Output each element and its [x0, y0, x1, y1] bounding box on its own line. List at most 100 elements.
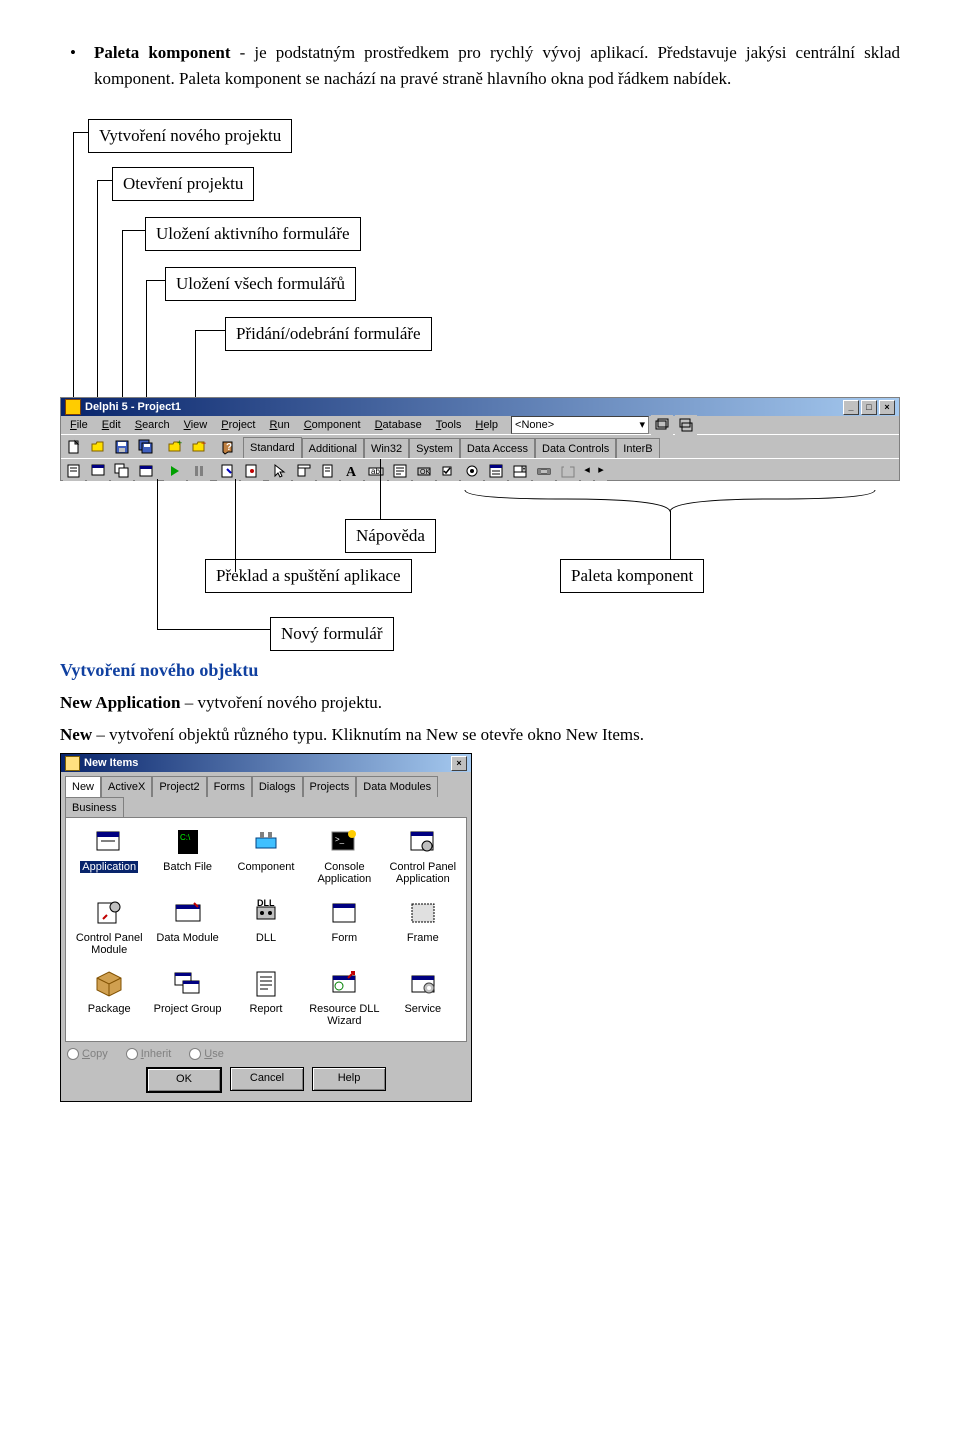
bullet-marker: •: [70, 40, 76, 66]
diagram-area: Vytvoření nového projektu Otevření proje…: [60, 119, 900, 649]
btn-toggle[interactable]: [111, 461, 133, 481]
btn-view-unit[interactable]: [63, 461, 85, 481]
tab-win32[interactable]: Win32: [364, 438, 409, 458]
btn-pause[interactable]: [188, 461, 210, 481]
item-project-group[interactable]: Project Group: [148, 968, 226, 1027]
menu-database[interactable]: Database: [368, 417, 429, 434]
btn-help[interactable]: ?: [217, 437, 239, 457]
item-package[interactable]: Package: [70, 968, 148, 1027]
delphi-window: Delphi 5 - Project1 _ □ × File Edit Sear…: [60, 397, 900, 481]
window-title: Delphi 5 - Project1: [85, 399, 181, 416]
comp-groupbox[interactable]: [557, 461, 579, 481]
comp-listbox[interactable]: [485, 461, 507, 481]
item-component[interactable]: Component: [227, 826, 305, 885]
dlgtab-forms[interactable]: Forms: [207, 776, 252, 797]
item-control-panel-app[interactable]: Control Panel Application: [384, 826, 462, 885]
item-application[interactable]: Application: [70, 826, 148, 885]
tab-interb[interactable]: InterB: [616, 438, 659, 458]
menu-edit[interactable]: Edit: [95, 417, 128, 434]
item-console-app[interactable]: >_ Console Application: [305, 826, 383, 885]
minimize-button[interactable]: _: [843, 400, 859, 415]
item-report[interactable]: Report: [227, 968, 305, 1027]
svg-text:?: ?: [226, 442, 232, 453]
callout-open-project: Otevření projektu: [112, 167, 254, 201]
item-service[interactable]: Service: [384, 968, 462, 1027]
dialog-close-button[interactable]: ×: [451, 756, 467, 771]
item-resource-dll-wizard[interactable]: Resource DLL Wizard: [305, 968, 383, 1027]
btn-save[interactable]: [111, 437, 133, 457]
combo-none[interactable]: <None>▾: [511, 416, 649, 434]
btn-step[interactable]: [241, 461, 263, 481]
component-palette: A ab| OK ◂ ▸: [267, 461, 899, 481]
palette-scroll-left[interactable]: ◂: [581, 461, 593, 481]
cancel-button[interactable]: Cancel: [230, 1067, 304, 1091]
para-new: New – vytvoření objektů různého typu. Kl…: [60, 722, 900, 748]
comp-mainmenu[interactable]: [293, 461, 315, 481]
close-button[interactable]: ×: [879, 400, 895, 415]
menu-help[interactable]: Help: [468, 417, 505, 434]
comp-combobox[interactable]: [509, 461, 531, 481]
btn-run[interactable]: [164, 461, 186, 481]
dlgtab-project2[interactable]: Project2: [152, 776, 206, 797]
radio-copy-label: Copy: [82, 1048, 108, 1060]
menu-component[interactable]: Component: [297, 417, 368, 434]
dlgtab-new[interactable]: New: [65, 776, 101, 797]
item-form[interactable]: Form: [305, 897, 383, 956]
callout-new-form: Nový formulář: [270, 617, 394, 651]
para-new-application: New Application – vytvoření nového proje…: [60, 690, 900, 716]
menu-view[interactable]: View: [177, 417, 215, 434]
item-control-panel-module[interactable]: Control Panel Module: [70, 897, 148, 956]
menu-tools[interactable]: Tools: [429, 417, 469, 434]
callout-save-form: Uložení aktivního formuláře: [145, 217, 361, 251]
tab-system[interactable]: System: [409, 438, 460, 458]
comp-popupmenu[interactable]: [317, 461, 339, 481]
tab-standard[interactable]: Standard: [243, 437, 302, 458]
item-frame[interactable]: Frame: [384, 897, 462, 956]
menu-search[interactable]: Search: [128, 417, 177, 434]
dlgtab-datamodules[interactable]: Data Modules: [356, 776, 438, 797]
item-data-module[interactable]: Data Module: [148, 897, 226, 956]
comp-button[interactable]: OK: [413, 461, 435, 481]
comp-label[interactable]: A: [341, 461, 363, 481]
comp-memo[interactable]: [389, 461, 411, 481]
svg-text:A: A: [346, 465, 357, 479]
btn-trace[interactable]: [217, 461, 239, 481]
menu-project[interactable]: Project: [214, 417, 262, 434]
dlgtab-projects[interactable]: Projects: [303, 776, 357, 797]
comp-pointer[interactable]: [269, 461, 291, 481]
btn-extra1[interactable]: [651, 415, 673, 435]
dlgtab-business[interactable]: Business: [65, 797, 124, 818]
maximize-button[interactable]: □: [861, 400, 877, 415]
dlgtab-dialogs[interactable]: Dialogs: [252, 776, 303, 797]
ok-button[interactable]: OK: [146, 1067, 222, 1093]
radio-use: [189, 1048, 201, 1060]
btn-view-form[interactable]: [87, 461, 109, 481]
btn-remove-file[interactable]: −: [188, 437, 210, 457]
term-paleta: Paleta komponent: [94, 43, 231, 62]
item-dll[interactable]: DLL DLL: [227, 897, 305, 956]
btn-open[interactable]: [87, 437, 109, 457]
new-items-dialog: New Items × New ActiveX Project2 Forms D…: [60, 753, 472, 1102]
comp-edit[interactable]: ab|: [365, 461, 387, 481]
item-batch-file[interactable]: C:\ Batch File: [148, 826, 226, 885]
bullet-text: Paleta komponent - je podstatným prostře…: [94, 40, 900, 91]
dlgtab-activex[interactable]: ActiveX: [101, 776, 152, 797]
comp-scrollbar[interactable]: [533, 461, 555, 481]
menu-run[interactable]: Run: [263, 417, 297, 434]
radio-inherit: [126, 1048, 138, 1060]
tab-data-controls[interactable]: Data Controls: [535, 438, 616, 458]
btn-new[interactable]: [63, 437, 85, 457]
toolbar-row-1: + − ? Standard Additional Win32 System D…: [61, 434, 899, 458]
btn-new-form[interactable]: [135, 461, 157, 481]
palette-scroll-right[interactable]: ▸: [595, 461, 607, 481]
menu-file[interactable]: File: [63, 417, 95, 434]
tab-data-access[interactable]: Data Access: [460, 438, 535, 458]
comp-checkbox[interactable]: [437, 461, 459, 481]
comp-radiobutton[interactable]: [461, 461, 483, 481]
titlebar: Delphi 5 - Project1 _ □ ×: [61, 398, 899, 416]
btn-add-file[interactable]: +: [164, 437, 186, 457]
help-button[interactable]: Help: [312, 1067, 386, 1091]
btn-extra2[interactable]: [675, 415, 697, 435]
tab-additional[interactable]: Additional: [302, 438, 364, 458]
btn-save-all[interactable]: [135, 437, 157, 457]
